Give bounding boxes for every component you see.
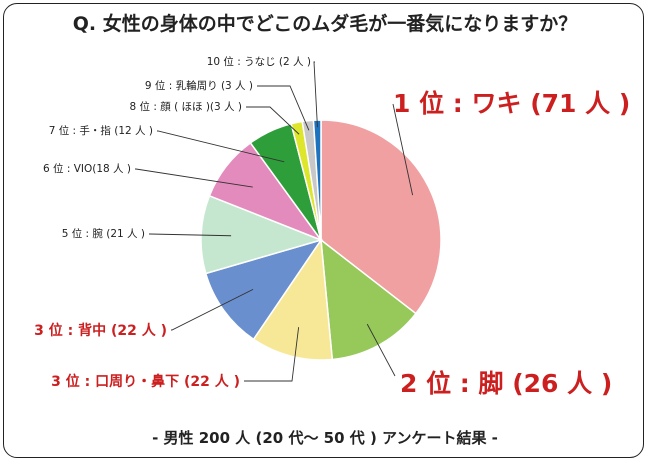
leader-line-7 bbox=[157, 130, 285, 163]
pie-slice-5 bbox=[200, 194, 324, 275]
leader-line-1 bbox=[392, 103, 414, 196]
slice-label-9: 9 位 : 乳輪周り (3 人 ) bbox=[145, 79, 253, 92]
slice-label-3: 3 位 : 口周り・鼻下 (22 人 ) bbox=[51, 373, 240, 390]
pie-slice-3 bbox=[252, 237, 334, 361]
slice-labels: 1 位 : ワキ (71 人 ) 2 位 : 脚 (26 人 ) 3 位 : 口周り… bbox=[34, 55, 630, 398]
slice-label-1: 1 位 : ワキ (71 人 ) bbox=[393, 89, 630, 118]
pie-slices bbox=[200, 119, 442, 361]
chart-frame bbox=[3, 3, 644, 458]
slice-label-5: 5 位 : 腕 (21 人 ) bbox=[62, 227, 145, 240]
leader-line-10 bbox=[313, 61, 318, 128]
leader-lines bbox=[135, 61, 414, 382]
leader-line-5 bbox=[149, 233, 232, 237]
leader-line-4 bbox=[171, 288, 254, 331]
slice-label-8: 8 位 : 顔 ( ほほ )(3 人 ) bbox=[130, 100, 243, 113]
leader-line-8 bbox=[246, 106, 300, 135]
leader-line-3 bbox=[244, 327, 300, 382]
chart-title: Q. 女性の身体の中でどこのムダ毛が一番気になりますか？ bbox=[73, 12, 577, 35]
leader-line-9 bbox=[257, 85, 310, 131]
slice-label-6: 6 位 : VIO(18 人 ) bbox=[43, 162, 131, 175]
pie-slice-1 bbox=[320, 119, 442, 315]
chart-footer: - 男性 200 人 (20 代〜 50 代 ) アンケート結果 - bbox=[152, 429, 498, 447]
slice-label-7: 7 位 : 手・指 (12 人 ) bbox=[49, 124, 153, 137]
slice-label-2: 2 位 : 脚 (26 人 ) bbox=[400, 369, 612, 398]
slice-label-10: 10 位 : うなじ (2 人 ) bbox=[207, 55, 311, 68]
leader-line-6 bbox=[135, 168, 253, 188]
pie-slice-4 bbox=[204, 238, 323, 341]
leader-line-2 bbox=[366, 323, 396, 377]
slice-label-4: 3 位 : 背中 (22 人 ) bbox=[34, 322, 167, 339]
